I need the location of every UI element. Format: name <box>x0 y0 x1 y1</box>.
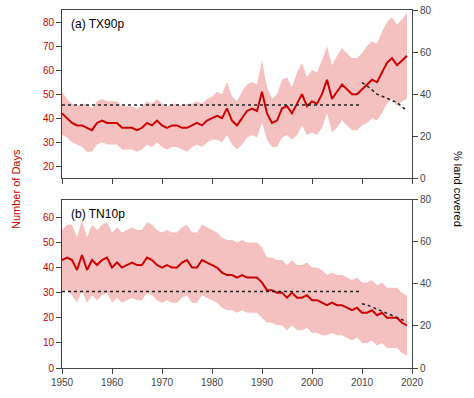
svg-text:70: 70 <box>43 41 55 52</box>
svg-text:(a) TX90p: (a) TX90p <box>71 17 124 31</box>
svg-text:20: 20 <box>43 312 55 323</box>
svg-text:2010: 2010 <box>351 377 374 388</box>
svg-text:2000: 2000 <box>301 377 324 388</box>
svg-text:80: 80 <box>43 17 55 28</box>
svg-text:80: 80 <box>420 194 432 205</box>
svg-text:40: 40 <box>420 278 432 289</box>
svg-text:50: 50 <box>43 89 55 100</box>
svg-text:60: 60 <box>420 236 432 247</box>
svg-text:1970: 1970 <box>151 377 174 388</box>
svg-text:20: 20 <box>43 161 55 172</box>
svg-text:1990: 1990 <box>251 377 274 388</box>
svg-text:0: 0 <box>420 173 426 184</box>
svg-text:40: 40 <box>43 113 55 124</box>
svg-text:2020: 2020 <box>401 377 424 388</box>
svg-text:60: 60 <box>43 65 55 76</box>
svg-text:0: 0 <box>420 363 426 374</box>
svg-text:1950: 1950 <box>51 377 74 388</box>
svg-text:50: 50 <box>43 237 55 248</box>
svg-text:60: 60 <box>43 212 55 223</box>
svg-text:60: 60 <box>420 47 432 58</box>
svg-text:80: 80 <box>420 5 432 16</box>
svg-text:1960: 1960 <box>101 377 124 388</box>
svg-text:(b) TN10p: (b) TN10p <box>71 207 125 221</box>
svg-text:Number of Days: Number of Days <box>10 149 22 229</box>
svg-text:20: 20 <box>420 131 432 142</box>
svg-text:30: 30 <box>43 137 55 148</box>
svg-text:20: 20 <box>420 320 432 331</box>
svg-text:0: 0 <box>48 363 54 374</box>
svg-text:10: 10 <box>43 337 55 348</box>
svg-text:40: 40 <box>43 262 55 273</box>
svg-text:30: 30 <box>43 287 55 298</box>
svg-text:1980: 1980 <box>201 377 224 388</box>
svg-text:% land covered: % land covered <box>452 151 464 227</box>
svg-text:40: 40 <box>420 89 432 100</box>
